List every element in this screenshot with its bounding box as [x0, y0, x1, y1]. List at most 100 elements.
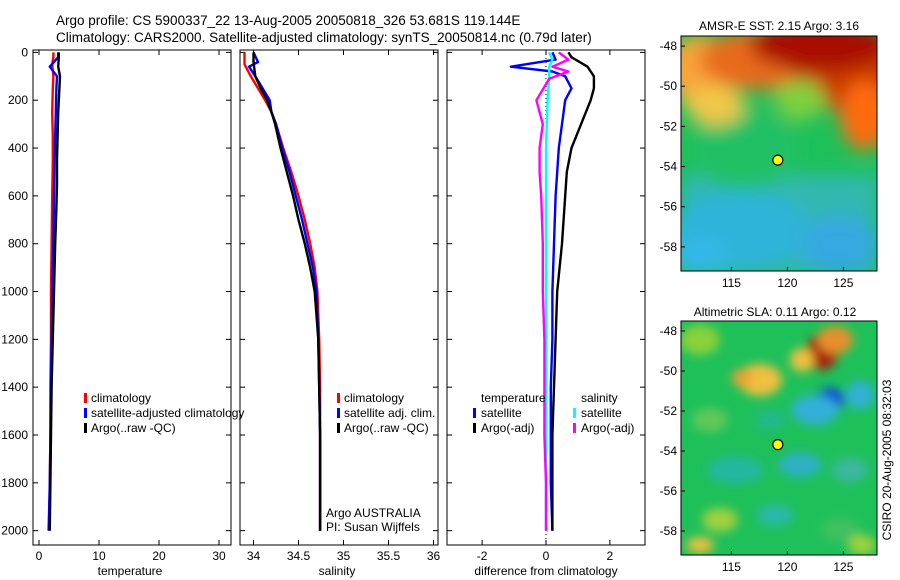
legend-label-diff-sal-satellite: satellite [581, 406, 622, 420]
legend-swatch-diff-sal-argo [573, 423, 576, 433]
legend-label-sal-satellite: satellite adj. clim. [344, 406, 435, 420]
salinity-xtick-label: 35 [337, 549, 351, 563]
sst-map-ytick-label: -50 [660, 79, 678, 93]
sst-map-xtick-label: 120 [777, 276, 797, 290]
depth-ytick-label: 0 [21, 45, 28, 59]
depth-ytick-label: 200 [8, 93, 28, 107]
depth-ytick-label: 800 [8, 237, 28, 251]
legend-label-diff-temp-satellite: satellite [481, 406, 522, 420]
sla-map-ytick-label: -56 [660, 484, 678, 498]
difference-xtick-label: 2 [607, 549, 614, 563]
difference-series-salinity-argo-adj [535, 51, 570, 531]
legend-label-satellite-adjusted: satellite-adjusted climatology [91, 406, 244, 420]
depth-ytick-label: 2000 [1, 524, 28, 538]
legend-title-temperature: temperature [481, 391, 546, 405]
sst-map-ytick-label: -48 [660, 39, 678, 53]
temperature-xtick-label: 10 [92, 549, 106, 563]
depth-ytick-label: 1400 [1, 380, 28, 394]
depth-ytick-label: 1200 [1, 332, 28, 346]
depth-ytick-label: 1000 [1, 285, 28, 299]
difference-legend: temperature satellite Argo(-adj) salinit… [473, 391, 634, 435]
figure-header: Argo profile: CS 5900337_22 13-Aug-2005 … [56, 12, 592, 46]
temperature-legend: climatology satellite-adjusted climatolo… [84, 391, 244, 435]
temperature-panel: 0 10 20 30 0 200 400 600 800 1000 1200 1400 1600 1800… [1, 45, 244, 578]
temperature-xlabel: temperature [98, 564, 163, 578]
legend-label-diff-temp-argo: Argo(-adj) [481, 421, 534, 435]
legend-label-diff-sal-argo: Argo(-adj) [581, 421, 634, 435]
sst-map-ytick-label: -54 [660, 160, 678, 174]
sst-map-axes: 115 120 125 -48 -50 -52 -54 -56 -58 [660, 39, 854, 290]
sst-map-xtick-label: 125 [833, 276, 853, 290]
salinity-xtick-label: 34.5 [287, 549, 311, 563]
sst-map-xtick-label: 115 [722, 276, 741, 290]
temperature-xtick-label: 0 [36, 549, 43, 563]
temperature-xtick-label: 20 [152, 549, 166, 563]
legend-swatch-diff-temp-argo [473, 423, 476, 433]
sst-map-ytick-label: -56 [660, 200, 678, 214]
footer-timestamp: CSIRO 20-Aug-2005 08:32:03 [880, 379, 894, 540]
salinity-legend: climatology satellite adj. clim. Argo(..… [337, 391, 435, 435]
sla-map-ytick-label: -52 [660, 404, 678, 418]
difference-panel: -2 0 2 difference from climatology tempera… [446, 49, 646, 578]
sla-map-ytick-label: -54 [660, 444, 678, 458]
difference-series [509, 50, 596, 545]
sla-map-frame [680, 320, 878, 556]
sla-map-xtick-label: 120 [777, 560, 797, 574]
legend-label-sal-climatology: climatology [344, 391, 404, 405]
difference-xtick-label: -2 [477, 549, 488, 563]
salinity-axes-ticks: 34 34.5 35 35.5 36 [240, 50, 440, 563]
sst-heatmap [681, 36, 877, 271]
temperature-xtick-label: 30 [212, 549, 226, 563]
legend-label-sal-argo: Argo(..raw -QC) [344, 421, 429, 435]
salinity-xtick-label: 34 [247, 549, 261, 563]
salinity-series-satellite-adj-clim [247, 51, 322, 531]
sla-map-axes: 115 120 125 -48 -50 -52 -54 -56 -58 [660, 324, 854, 574]
sla-map-ytick-label: -50 [660, 364, 678, 378]
annotation-operator: Argo AUSTRALIA [326, 506, 421, 520]
sst-map-panel: 115 120 125 -48 -50 -52 -54 -56 -58 AMSR-E SST: … [660, 19, 878, 290]
salinity-series-climatology [243, 52, 322, 531]
sla-map-ytick-label: -48 [660, 324, 678, 338]
sla-heatmap [681, 321, 877, 555]
difference-series-temperature-argo-adj [551, 51, 596, 531]
legend-swatch-sal-climatology [337, 393, 340, 403]
legend-label-climatology: climatology [91, 391, 151, 405]
legend-swatch-satellite-adjusted [84, 408, 87, 418]
legend-label-argo: Argo(..raw -QC) [91, 421, 176, 435]
legend-swatch-climatology [84, 393, 87, 403]
salinity-xlabel: salinity [319, 564, 356, 578]
difference-xlabel: difference from climatology [474, 564, 617, 578]
salinity-xtick-label: 36 [427, 549, 441, 563]
depth-ytick-label: 1600 [1, 428, 28, 442]
temperature-series-argo-raw-qc [48, 52, 62, 531]
sst-map-ytick-label: -52 [660, 119, 678, 133]
depth-ytick-label: 400 [8, 141, 28, 155]
sst-map-ytick-label: -58 [660, 240, 678, 254]
salinity-series [243, 51, 322, 531]
legend-swatch-diff-sal-satellite [573, 408, 576, 418]
legend-swatch-diff-temp-satellite [473, 408, 476, 418]
header-line1: Argo profile: CS 5900337_22 13-Aug-2005 … [56, 13, 521, 28]
sst-map-title: AMSR-E SST: 2.15 Argo: 3.16 [699, 19, 859, 33]
temperature-axes-frame [32, 49, 232, 546]
difference-axes-ticks: -2 0 2 [447, 50, 645, 563]
sla-argo-location-marker [772, 439, 784, 451]
salinity-panel: 34 34.5 35 35.5 36 salinity climatology sate… [239, 49, 440, 578]
depth-ytick-label: 1800 [1, 476, 28, 490]
sla-map-ytick-label: -58 [660, 524, 678, 538]
annotation-pi: PI: Susan Wijffels [326, 520, 420, 534]
sla-map-xtick-label: 125 [833, 560, 853, 574]
difference-xtick-label: 0 [543, 549, 550, 563]
sla-map-panel: 115 120 125 -48 -50 -52 -54 -56 -58 Altimetric S… [660, 305, 878, 574]
sst-map-frame [680, 35, 878, 272]
difference-series-salinity-satellite [544, 51, 554, 531]
header-line2: Climatology: CARS2000. Satellite-adjuste… [56, 30, 592, 45]
legend-swatch-sal-satellite [337, 408, 340, 418]
temperature-axes-ticks: 0 10 20 30 0 200 400 600 800 1000 1200 1400 1600 1800… [1, 45, 231, 563]
legend-swatch-argo [84, 423, 87, 433]
legend-swatch-sal-argo [337, 423, 340, 433]
sla-map-xtick-label: 115 [722, 560, 741, 574]
temperature-series [47, 52, 62, 531]
sla-map-title: Altimetric SLA: 0.11 Argo: 0.12 [694, 305, 857, 319]
